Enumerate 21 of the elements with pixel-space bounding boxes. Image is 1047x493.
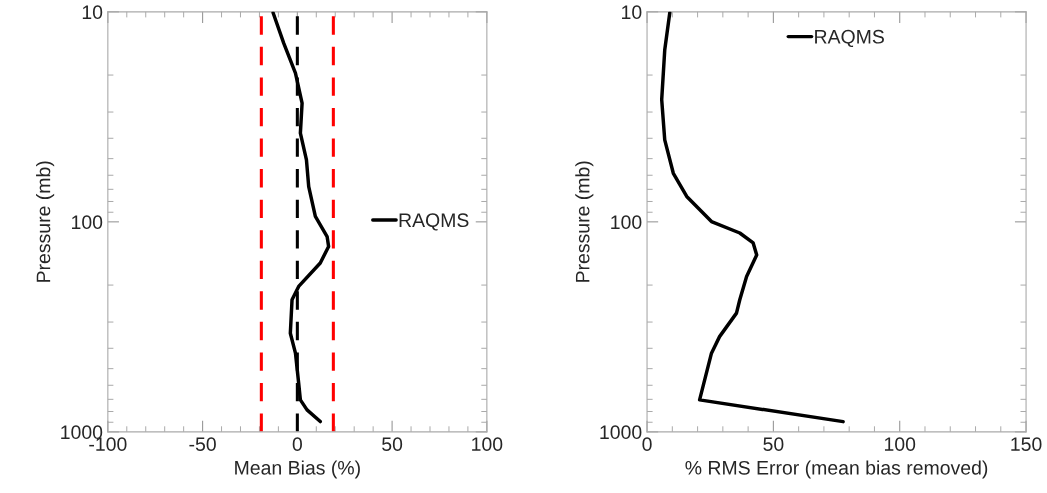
y-tick-label: 1000 (61, 425, 103, 440)
x-tick-label: 0 (292, 437, 302, 452)
y-axis-title: Pressure (mb) (36, 161, 55, 282)
legend-label: RAQMS (399, 213, 469, 231)
legend-label: RAQMS (815, 29, 884, 48)
y-tick-label: 1000 (600, 425, 642, 440)
y-axis-title: Pressure (mb) (575, 161, 594, 282)
x-tick-label: 50 (382, 437, 403, 452)
x-axis-title: Mean Bias (%) (235, 460, 360, 479)
x-tick-label: 100 (472, 437, 503, 452)
y-tick-label: 10 (622, 5, 642, 20)
x-axis-title: % RMS Error (mean bias removed) (685, 460, 988, 479)
y-tick-label: 100 (611, 215, 642, 230)
x-tick-label: 100 (884, 437, 916, 452)
y-tick-label: 10 (82, 5, 103, 20)
x-tick-label: -100 (89, 437, 127, 452)
x-tick-label: 0 (642, 437, 652, 452)
x-tick-label: 150 (1011, 437, 1042, 452)
y-tick-label: 100 (72, 215, 103, 230)
x-tick-label: 50 (763, 437, 784, 452)
x-tick-label: -50 (189, 437, 216, 452)
